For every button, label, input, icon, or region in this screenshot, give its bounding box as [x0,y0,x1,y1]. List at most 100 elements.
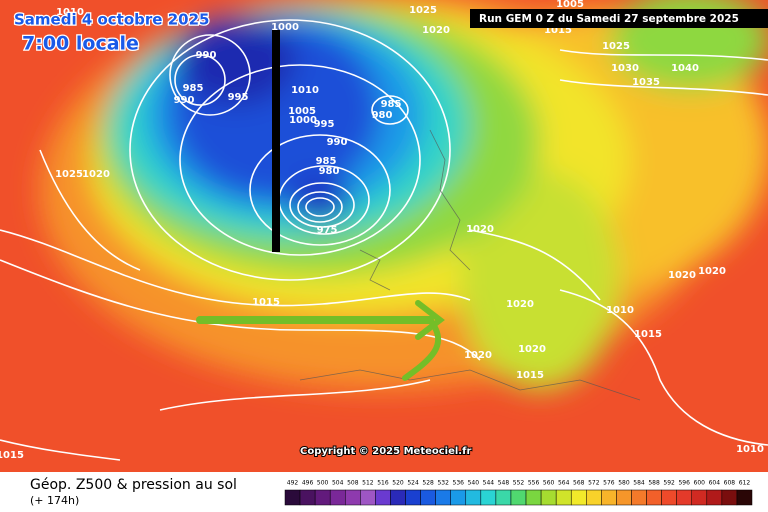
isobar-label: 1015 [544,25,572,36]
isobar-label: 1020 [464,350,492,361]
isobar [129,19,451,281]
run-info: Run GEM 0 Z du Samedi 27 septembre 2025 [479,13,739,25]
legend-label: 508 [347,480,359,487]
isobar [559,289,768,446]
legend-label: 540 [468,480,480,487]
isobar-label: 1000 [289,115,317,126]
legend-swatch [540,489,557,506]
legend-swatch [676,489,692,506]
isobar-label: 1015 [0,450,24,461]
legend-swatch [450,489,467,506]
legend-label: 532 [437,480,449,487]
isobar [305,197,335,217]
legend-swatch [375,489,391,506]
isobar-label: 1020 [518,344,546,355]
isobar-label: 1015 [634,329,662,340]
isobar-label: 1020 [466,224,494,235]
legend-label: 548 [498,480,510,487]
legend-label: 612 [739,480,751,487]
zone [460,170,620,390]
isobar-label: 1010 [56,7,84,18]
legend-label: 568 [573,480,585,487]
legend-swatch [721,489,738,506]
legend-label: 584 [633,480,645,487]
legend-label: 596 [678,480,690,487]
isobar [39,149,141,271]
legend-label: 520 [392,480,404,487]
isobar-label: 985 [316,156,337,167]
legend-swatch [345,489,361,506]
isobar-label: 985 [183,83,204,94]
coastline [299,129,641,401]
isobar [159,379,431,411]
isobar-label: 1020 [422,25,450,36]
legend-swatch [390,489,406,506]
isobar-label: 990 [174,95,195,106]
forecast-time: 7:00 locale [22,33,139,55]
legend-swatch [555,489,572,506]
legend-swatch [284,489,301,506]
geopotential-field [40,0,768,390]
legend-label: 500 [317,480,329,487]
legend-label: 512 [362,480,374,487]
isobar-label: 980 [372,110,393,121]
legend-label: 556 [528,480,540,487]
isobar-label: 1010 [736,444,764,455]
legend-swatch [329,489,346,506]
run-banner [470,9,768,28]
legend-label: 572 [588,480,600,487]
legend-swatch [616,489,632,506]
isobar-label: 1020 [82,169,110,180]
isobar-label: 990 [327,137,348,148]
legend-swatch [736,489,753,506]
legend-swatch [646,489,662,506]
legend-label: 604 [709,480,721,487]
zone [290,178,350,222]
legend-label: 516 [377,480,389,487]
legend-swatch [661,489,677,506]
isobar-label: 1025 [55,169,83,180]
legend-label: 560 [543,480,555,487]
isobar-label: 1035 [632,77,660,88]
isobar-label: 985 [381,99,402,110]
isobar-label: 990 [196,50,217,61]
legend-swatch [465,489,482,506]
isobar-label: 1020 [668,270,696,281]
isobar-label: 1020 [698,266,726,277]
legend-swatch [570,489,587,506]
legend-swatch [510,489,527,506]
isobar [0,439,121,461]
isobar-label: 1040 [671,63,699,74]
isobar [559,79,768,96]
legend-label: 528 [422,480,434,487]
forecast-date: Samedi 4 octobre 2025 [14,11,209,29]
isobar [469,229,601,301]
legend-label: 592 [663,480,675,487]
legend-swatch [495,489,512,506]
isobar-label: 995 [314,119,335,130]
legend-swatch [435,489,451,506]
isobar [249,134,391,246]
flow-arrow-branch [402,317,442,381]
legend-label: 576 [603,480,615,487]
legend-label: 580 [618,480,630,487]
trough-axis-marker [272,30,280,252]
legend-label: 492 [287,480,299,487]
legend-swatch [299,489,316,506]
zone [175,15,295,105]
flow-arrowhead [415,300,445,340]
isobar-label: 1000 [271,22,299,33]
legend-swatch [360,489,376,506]
isobar-label: 995 [228,92,249,103]
legend-swatch [525,489,542,506]
isobar-label: 1010 [291,85,319,96]
legend-swatch [691,489,708,506]
legend-label: 544 [483,480,495,487]
footer-subtitle: (+ 174h) [30,494,79,507]
isobar-label: 1015 [516,370,544,381]
legend-label: 608 [724,480,736,487]
